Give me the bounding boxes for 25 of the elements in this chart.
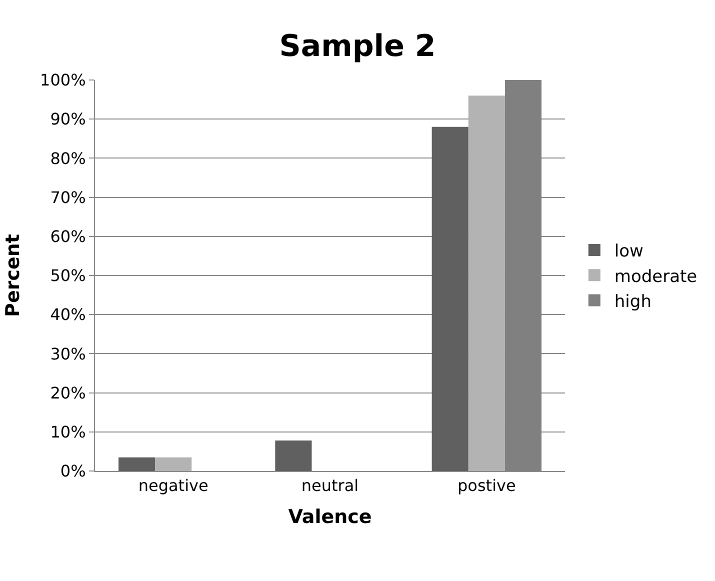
legend-label: high (614, 292, 652, 312)
y-tick-label: 0% (60, 462, 86, 481)
x-axis-title: Valence (288, 506, 372, 528)
legend-label: moderate (614, 266, 698, 287)
legend-label: low (614, 242, 644, 262)
y-tick-label: 40% (50, 305, 86, 324)
y-axis-title: Percent (2, 234, 24, 317)
x-tick-label: neutral (301, 476, 359, 496)
chart-title: Sample 2 (279, 28, 436, 64)
bar (468, 96, 505, 471)
y-tick-label: 20% (50, 383, 86, 402)
y-tick-label: 70% (50, 188, 86, 207)
y-tick-label: 50% (50, 266, 86, 286)
y-tick-label: 100% (40, 70, 86, 90)
bar (275, 440, 312, 471)
x-tick-label: postive (458, 476, 516, 496)
y-tick-label: 80% (50, 148, 86, 168)
x-tick-label: negative (138, 476, 208, 496)
bar (155, 457, 192, 471)
y-tick-label: 10% (50, 422, 86, 442)
y-tick-label: 60% (50, 227, 86, 246)
bar (118, 457, 156, 471)
y-tick-label: 30% (50, 344, 86, 364)
y-tick-label: 90% (50, 110, 86, 129)
bar (432, 126, 468, 471)
